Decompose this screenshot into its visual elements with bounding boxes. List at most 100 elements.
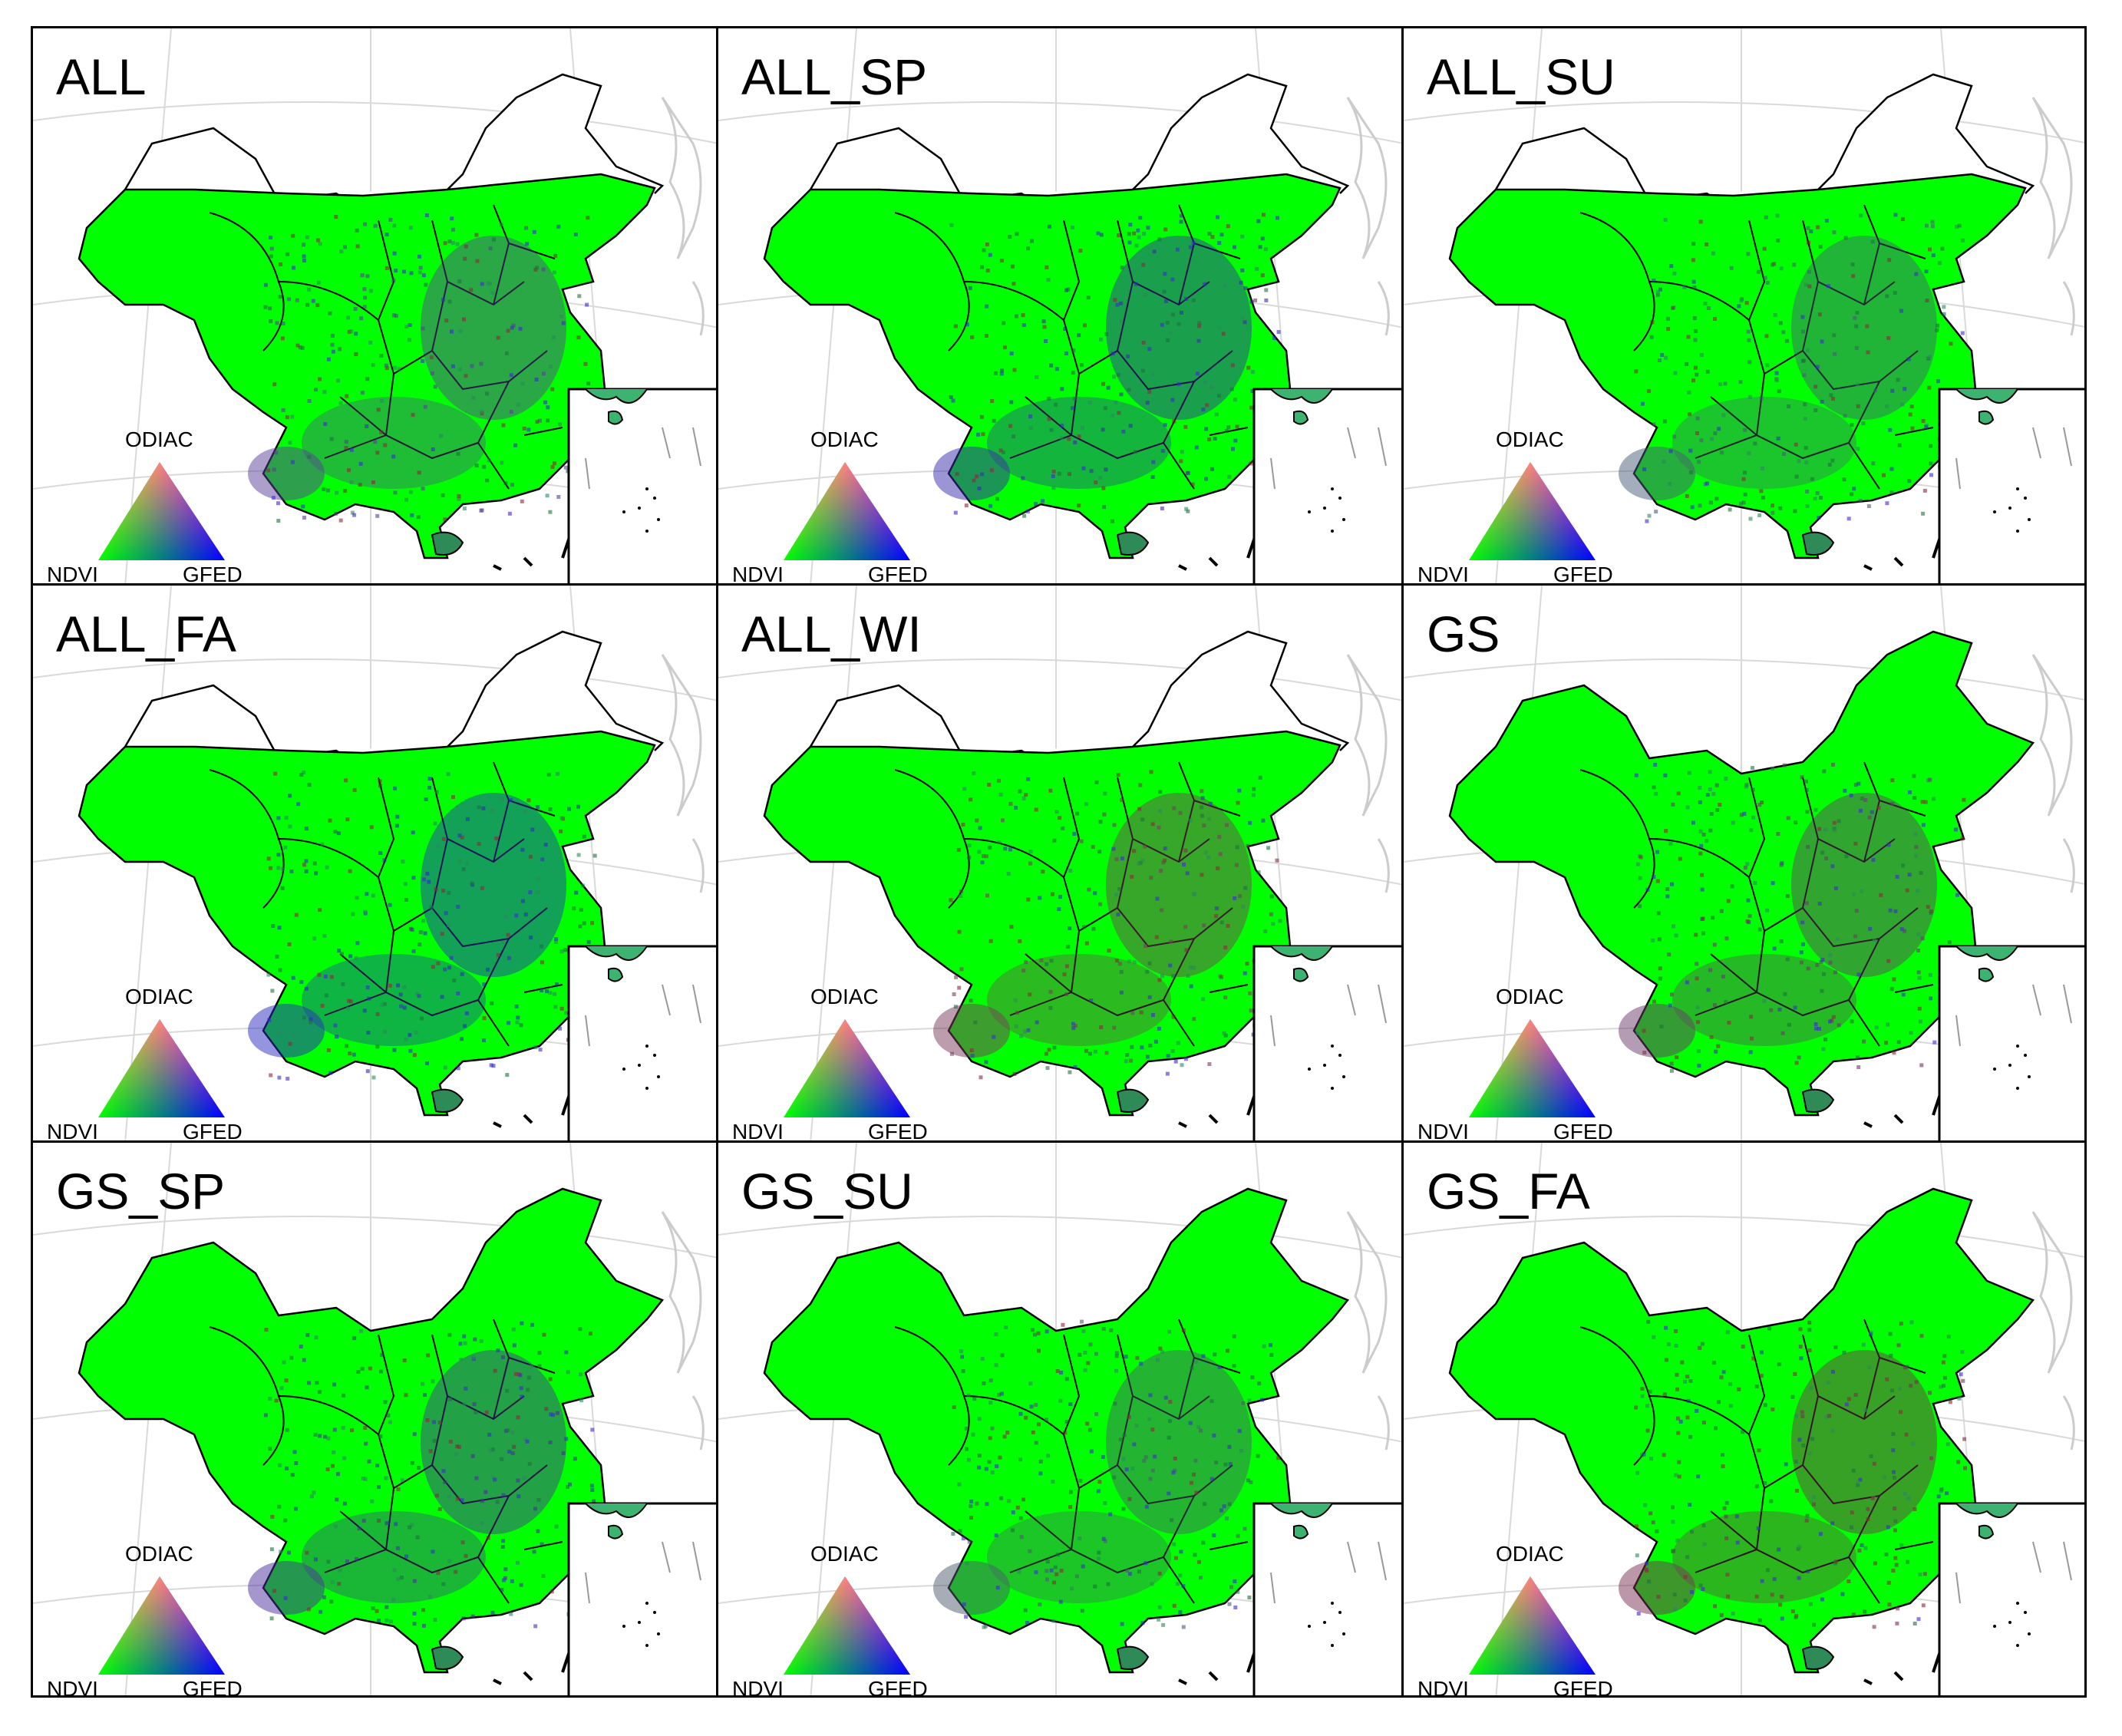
speckle [1860, 889, 1864, 893]
speckle [493, 1368, 497, 1373]
speckle [518, 326, 523, 331]
speckle [959, 967, 964, 972]
speckle [450, 241, 455, 245]
speckle [1025, 509, 1030, 513]
speckle [1672, 924, 1675, 929]
speckle [1163, 847, 1167, 851]
speckle [362, 287, 367, 292]
speckle [289, 870, 294, 873]
speckle [1054, 810, 1059, 814]
speckle [520, 899, 525, 903]
speckle [1225, 1517, 1229, 1520]
speckle [1856, 1055, 1860, 1060]
speckle [1150, 822, 1155, 827]
speckle [1941, 1360, 1945, 1365]
speckle [1106, 385, 1111, 390]
speckle [1039, 958, 1044, 962]
speckle [1959, 1372, 1963, 1377]
speckle [1102, 505, 1107, 510]
speckle [1038, 1471, 1043, 1476]
pixel-speckles [949, 213, 1281, 523]
speckle [492, 237, 496, 242]
speckle [309, 1020, 313, 1025]
speckle [1893, 909, 1898, 913]
speckle [424, 213, 429, 217]
speckle [326, 357, 331, 361]
speckle [1098, 475, 1103, 480]
speckle [501, 1355, 505, 1359]
speckle [558, 422, 562, 427]
speckle [373, 223, 378, 228]
speckle [326, 1559, 331, 1564]
speckle [1266, 846, 1271, 850]
speckle [444, 911, 448, 916]
speckle [1061, 826, 1065, 830]
speckle [966, 1393, 971, 1398]
speckle [418, 266, 423, 270]
speckle [1818, 244, 1823, 249]
speckle [1635, 1470, 1640, 1475]
speckle [411, 876, 416, 880]
speckle [1114, 893, 1118, 897]
speckle [269, 1073, 273, 1078]
speckle [268, 1447, 272, 1451]
speckle [377, 1619, 381, 1623]
speckle [1140, 817, 1145, 822]
speckle [1891, 1448, 1896, 1453]
speckle [1645, 1404, 1649, 1408]
speckle [1269, 894, 1274, 899]
speckle [428, 1595, 433, 1599]
speckle [1779, 266, 1784, 271]
speckle [1196, 1425, 1201, 1429]
speckle [1906, 1559, 1910, 1564]
speckle [546, 418, 550, 423]
speckle [1682, 285, 1687, 289]
speckle [1178, 1610, 1183, 1615]
speckle [1185, 471, 1190, 476]
speckle [422, 877, 426, 882]
speckle [285, 1077, 290, 1081]
speckle [388, 903, 392, 907]
speckle [1688, 1434, 1693, 1439]
speckle [540, 960, 544, 965]
map-svg [33, 1143, 716, 1695]
speckle [1079, 362, 1084, 367]
speckle [1217, 394, 1221, 398]
speckle [366, 1031, 371, 1035]
speckle [576, 853, 581, 857]
speckle [368, 1366, 372, 1371]
speckle [458, 860, 463, 864]
speckle [273, 771, 278, 776]
speckle [949, 1051, 954, 1056]
speckle [1243, 886, 1248, 890]
speckle [1170, 1518, 1174, 1523]
speckle [1813, 807, 1818, 812]
panel-label: ALL [56, 48, 147, 105]
speckle [1886, 1580, 1891, 1585]
speckle [1691, 258, 1695, 262]
speckle [1144, 1504, 1149, 1509]
speckle [978, 826, 982, 830]
speckle [1664, 829, 1668, 833]
map-panel-all-fa: ALL_FA ODIAC NDVI GFED [31, 583, 718, 1143]
speckle [1797, 1545, 1802, 1550]
speckle [436, 843, 441, 848]
speckle [323, 422, 328, 426]
speckle [1717, 1400, 1721, 1404]
speckle [500, 1457, 504, 1461]
speckle [1731, 1611, 1735, 1616]
speckle [980, 472, 985, 477]
speckle [267, 1018, 272, 1022]
speckle [284, 815, 289, 820]
speckle [510, 325, 514, 330]
speckle [1844, 1402, 1849, 1407]
speckle [1046, 278, 1051, 282]
speckle [1714, 783, 1719, 787]
speckle [1035, 1020, 1039, 1025]
speckle [487, 458, 491, 463]
speckle [1925, 223, 1929, 228]
speckle [1121, 1457, 1126, 1461]
speckle [365, 1069, 370, 1074]
speckle [1091, 926, 1096, 931]
speckle [1676, 791, 1681, 796]
